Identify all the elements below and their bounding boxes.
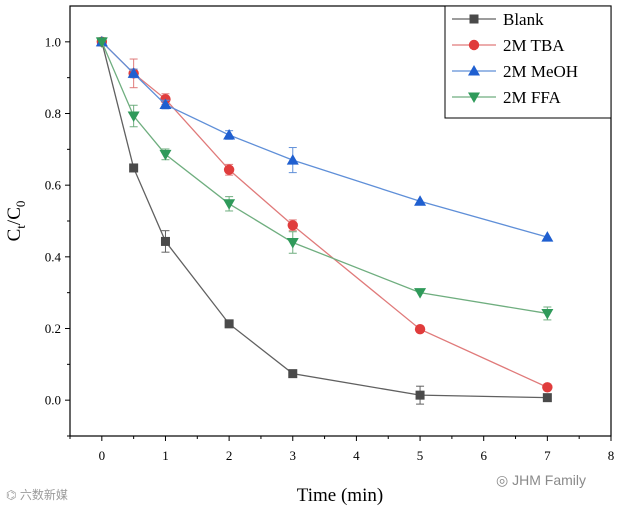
legend-marker-2m-ffa [468, 92, 480, 103]
data-point-2m-tba [542, 382, 553, 393]
data-point-2m-meoh [127, 67, 140, 78]
legend: Blank 2M TBA 2M MeOH 2M FFA [444, 5, 612, 119]
x-tick-label: 3 [290, 448, 297, 463]
y-tick-label: 0.6 [45, 178, 62, 193]
data-point-blank [160, 236, 170, 246]
legend-label-blank: Blank [503, 10, 544, 29]
x-tick-label: 6 [480, 448, 487, 463]
series-2m-ffa [95, 37, 554, 321]
data-point-2m-meoh [223, 129, 236, 140]
legend-marker-2m-meoh [468, 65, 480, 76]
x-tick-label: 8 [608, 448, 615, 463]
watermark-left: ⌬ 六数新媒 [6, 486, 68, 503]
data-point-blank [415, 390, 425, 400]
x-tick-label: 4 [353, 448, 360, 463]
data-point-2m-ffa [159, 149, 172, 161]
data-point-blank [224, 319, 234, 329]
data-point-2m-meoh [414, 195, 427, 206]
x-tick-label: 7 [544, 448, 551, 463]
data-point-2m-ffa [95, 37, 108, 48]
data-point-2m-tba [223, 164, 235, 175]
data-point-2m-ffa [223, 199, 236, 210]
data-point-2m-tba [287, 220, 298, 231]
data-point-2m-ffa [286, 238, 299, 249]
y-tick-label: 1.0 [45, 34, 61, 49]
x-tick-label: 1 [162, 448, 169, 463]
data-point-2m-meoh [541, 231, 554, 242]
data-point-2m-ffa [414, 288, 427, 299]
data-point-2m-meoh [159, 98, 172, 110]
y-tick-label: 0.8 [45, 106, 61, 121]
chat-bubble-icon: ⌬ [6, 488, 17, 502]
legend-label-2m-ffa: 2M FFA [503, 88, 562, 107]
axis-ticks: 0 1 2 3 4 5 6 7 8 0.0 0.2 0.4 0.6 0.8 1.0 [45, 34, 615, 463]
y-tick-label: 0.4 [45, 249, 62, 264]
data-point-blank [129, 163, 139, 173]
y-tick-label: 0.0 [45, 393, 61, 408]
y-axis-title: Ct/C0 [4, 201, 28, 242]
series-2m-meoh [95, 35, 554, 242]
x-tick-label: 2 [226, 448, 233, 463]
watermark-left-text: 六数新媒 [19, 488, 68, 502]
data-point-blank [542, 393, 552, 403]
wechat-icon: ◎ [496, 472, 509, 488]
legend-label-2m-meoh: 2M MeOH [503, 62, 578, 81]
x-tick-label: 0 [99, 448, 106, 463]
x-axis-title: Time (min) [297, 485, 383, 506]
watermark-right: ◎ JHM Family [496, 472, 586, 489]
data-point-blank [288, 369, 298, 379]
legend-marker-2m-tba [468, 39, 480, 51]
x-tick-label: 5 [417, 448, 424, 463]
data-point-2m-tba [414, 324, 426, 335]
y-tick-label: 0.2 [45, 321, 61, 336]
series-layer [95, 35, 554, 405]
legend-label-2m-tba: 2M TBA [503, 36, 565, 55]
data-point-2m-ffa [541, 308, 554, 320]
legend-marker-blank [469, 14, 479, 24]
watermark-right-text: JHM Family [512, 472, 586, 488]
data-point-2m-meoh [286, 154, 299, 165]
data-point-2m-ffa [127, 111, 140, 123]
